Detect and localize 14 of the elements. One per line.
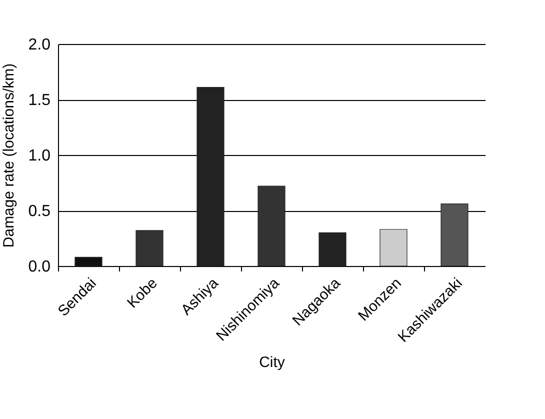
bar xyxy=(258,186,286,266)
y-tick-label: 0.0 xyxy=(28,258,51,276)
y-axis-title: Damage rate (locations/km) xyxy=(0,63,18,248)
y-tick-label: 1.0 xyxy=(28,148,51,164)
bar xyxy=(380,229,408,266)
y-tick-label: 0.5 xyxy=(28,203,51,220)
bar xyxy=(136,230,164,266)
bar xyxy=(74,256,102,266)
y-tick-label: 1.5 xyxy=(28,92,51,109)
bar xyxy=(318,232,346,266)
bar xyxy=(440,204,468,266)
y-tick-label: 2.0 xyxy=(28,36,51,54)
bar xyxy=(196,86,224,266)
x-axis-title: City xyxy=(259,354,286,372)
